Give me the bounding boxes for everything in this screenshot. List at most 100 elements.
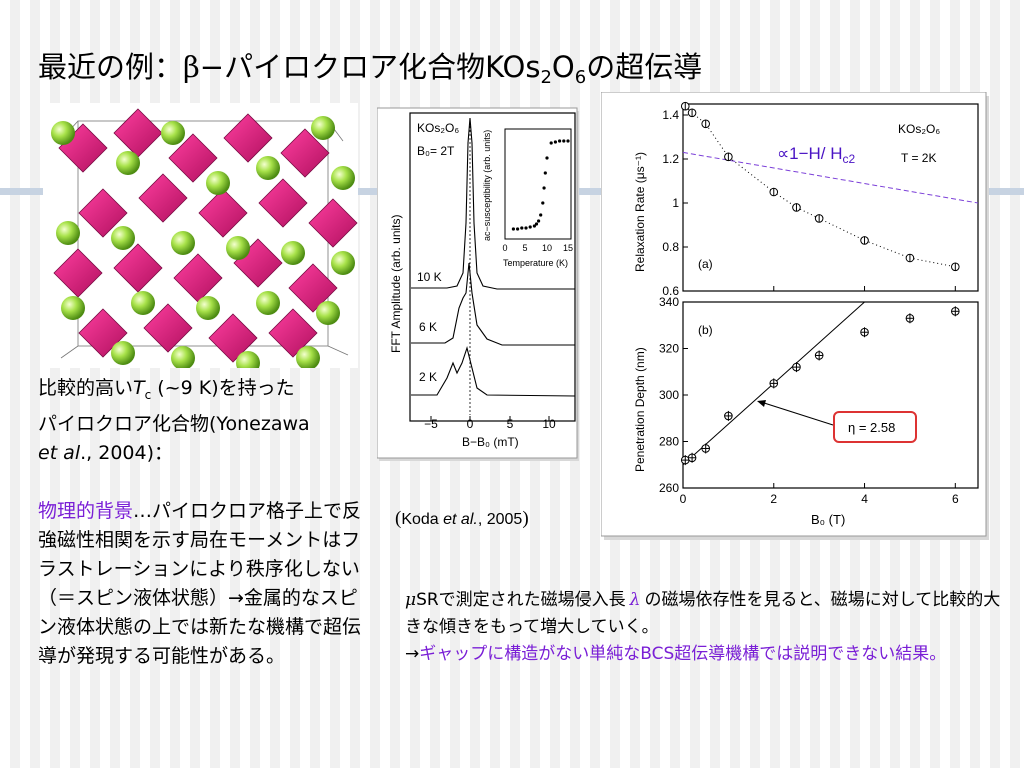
inset-point-7 <box>537 219 541 223</box>
atom-sphere-12 <box>331 251 355 275</box>
inset-xtick-1: 0 <box>502 243 507 253</box>
penetration-point <box>905 313 915 324</box>
crystal-structure-image <box>43 103 358 375</box>
linear-fit-line <box>682 151 979 204</box>
atom-sphere-14 <box>131 291 155 315</box>
inset-point-10 <box>542 186 546 190</box>
relaxation-ytick-1: 0.8 <box>662 240 679 254</box>
inset-point-3 <box>524 226 528 230</box>
fft-xlabel: B−B₀ (mT) <box>462 435 519 449</box>
octahedron-4 <box>280 128 330 178</box>
relaxation-point <box>680 101 690 111</box>
penetration-ytick-2: 300 <box>659 388 679 402</box>
atom-sphere-5 <box>311 116 335 140</box>
fft-ylabel: FFT Amplitude (arb. units) <box>389 215 403 354</box>
atom-sphere-15 <box>196 296 220 320</box>
octahedron-8 <box>258 178 308 228</box>
penetration-point <box>687 452 697 463</box>
octahedron-16 <box>143 303 193 353</box>
inset-point-17 <box>566 139 570 143</box>
fft-field-label: B₀= 2T <box>417 144 455 158</box>
citation: (Koda et al., 2005) <box>395 508 529 529</box>
conclusion-highlight: ギャップに構造がない単純なBCS超伝導機構では説明できない結果。 <box>419 644 947 664</box>
relaxation-ytick-0: 0.6 <box>662 284 679 298</box>
inset-point-16 <box>562 139 566 143</box>
inset-point-6 <box>534 222 539 226</box>
octahedron-9 <box>308 198 358 248</box>
penetration-ytick-3: 320 <box>659 342 679 356</box>
inset-ylabel: ac−susceptibility (arb. units) <box>482 130 492 241</box>
fft-trace-10k <box>411 117 575 290</box>
atom-sphere-13 <box>61 296 85 320</box>
inset-xtick-4: 15 <box>563 243 573 253</box>
inset-point-9 <box>541 201 545 205</box>
left-body-text: 物理的背景…パイロクロア格子上で反強磁性相関を示す局在モーメントはフラストレーシ… <box>38 500 362 667</box>
left-caption: 比較的高いTc (~9 K)を持った パイロクロア化合物(Yonezawa et… <box>38 377 310 464</box>
atom-sphere-7 <box>56 221 80 245</box>
atom-sphere-9 <box>171 231 195 255</box>
penetration-point <box>792 362 801 373</box>
octahedron-3 <box>223 113 273 163</box>
musr-figure: Relaxation Rate (μs⁻¹) Penetration Depth… <box>600 91 991 542</box>
inset-frame <box>504 128 572 240</box>
relaxation-ytick-3: 1.2 <box>662 152 679 166</box>
octahedron-6 <box>138 173 188 223</box>
inset-point-1 <box>516 227 520 231</box>
octahedron-18 <box>268 308 318 358</box>
penetration-ytick-0: 260 <box>659 481 679 495</box>
octahedron-11 <box>113 243 163 293</box>
background-highlight: 物理的背景 <box>38 500 134 522</box>
relaxation-point <box>814 214 824 223</box>
atom-sphere-4 <box>256 156 280 180</box>
atom-sphere-10 <box>226 236 250 260</box>
atom-sphere-6 <box>331 166 355 190</box>
inset-xlabel: Temperature (K) <box>503 258 568 268</box>
penetration-xtick-0: 0 <box>680 492 687 506</box>
inset-point-8 <box>539 213 543 217</box>
inset-xtick-2: 5 <box>522 243 527 253</box>
relaxation-ylabel: Relaxation Rate (μs⁻¹) <box>633 152 647 272</box>
panel-b-label: (b) <box>698 323 713 337</box>
relaxation-point <box>905 253 915 263</box>
relaxation-point <box>701 119 710 129</box>
atom-sphere-2 <box>161 121 185 145</box>
fft-trace-label-2k: 2 K <box>419 370 437 384</box>
atom-sphere-3 <box>206 171 230 195</box>
fft-sample-label: KOs₂O₆ <box>417 121 459 135</box>
relaxation-ytick-4: 1.4 <box>662 108 679 122</box>
penetration-point <box>951 306 960 317</box>
octahedron-2 <box>168 133 218 183</box>
fft-xtick-2: 0 <box>467 417 474 431</box>
fft-trace-6k <box>411 262 575 346</box>
inset-point-15 <box>558 139 562 143</box>
fft-figure: KOs₂O₆ B₀= 2T FFT Amplitude (arb. units)… <box>376 103 587 463</box>
relaxation-point <box>951 262 960 272</box>
inset-point-13 <box>549 141 553 145</box>
fft-xtick-3: 5 <box>507 417 514 431</box>
fft-trace-2k <box>411 346 576 397</box>
panel-a-label: (a) <box>698 257 713 271</box>
inset-point-12 <box>545 156 549 160</box>
eta-box <box>833 411 917 443</box>
octahedron-17 <box>208 313 258 363</box>
inset-point-14 <box>553 140 557 144</box>
inset-point-11 <box>543 171 547 175</box>
atom-sphere-21 <box>296 346 320 370</box>
atom-sphere-19 <box>171 346 195 370</box>
atom-sphere-0 <box>51 121 75 145</box>
atom-sphere-8 <box>111 226 135 250</box>
penetration-xtick-3: 6 <box>952 492 959 506</box>
inset-xtick-3: 10 <box>542 243 552 253</box>
penetration-point <box>860 327 869 338</box>
penetration-ytick-1: 280 <box>659 435 679 449</box>
atom-sphere-16 <box>256 291 280 315</box>
inset-point-4 <box>528 225 532 229</box>
octahedron-14 <box>288 263 338 313</box>
penetration-ytick-4: 340 <box>659 295 679 309</box>
relaxation-point <box>769 187 779 197</box>
octahedron-7 <box>198 188 248 238</box>
bottom-note: μSRで測定された磁場侵入長 λ の磁場依存性を見ると、磁場に対して比較的大きな傾き… <box>405 590 1001 664</box>
fit-formula-label: ∝1−H/ Hc2 <box>777 144 856 166</box>
inset-point-0 <box>511 227 515 231</box>
octahedron-10 <box>53 248 103 298</box>
